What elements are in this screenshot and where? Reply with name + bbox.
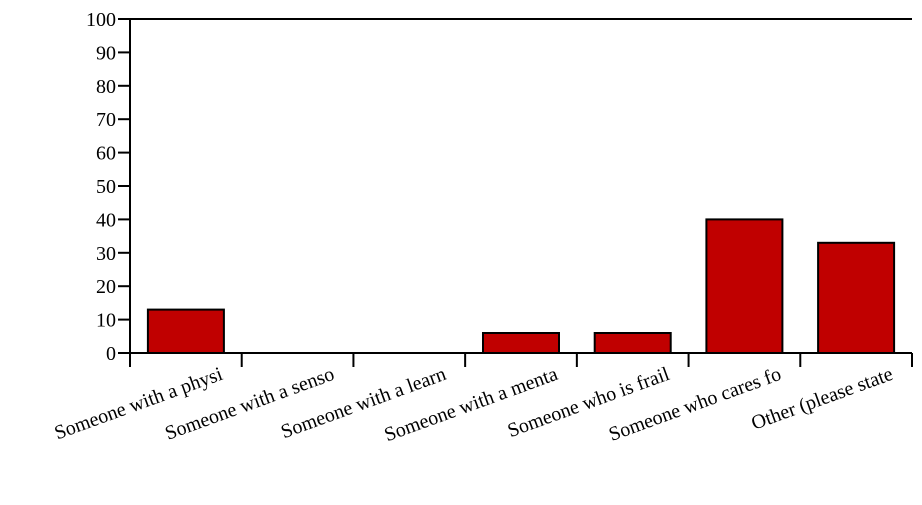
bar-0 [146,308,225,355]
y-tick-label: 20 [96,276,116,298]
y-axis-ticks: 0 10 20 30 40 50 60 70 80 90 100 [86,9,130,365]
y-tick-label: 100 [86,9,116,31]
bars-layer [146,218,896,355]
bar-5 [705,218,784,354]
bar-6 [817,241,896,354]
bar-4 [593,332,672,354]
y-tick-label: 40 [96,209,116,231]
axes-layer [129,18,912,354]
y-tick-label: 10 [96,310,116,332]
y-tick-label: 80 [96,76,116,98]
y-tick-label: 60 [96,143,116,165]
y-tick-label: 50 [96,176,116,198]
y-tick-label: 0 [106,343,116,365]
bar-3 [482,332,560,354]
y-tick-label: 30 [96,243,116,265]
y-tick-label: 70 [96,109,116,131]
y-tick-label: 90 [96,42,116,64]
